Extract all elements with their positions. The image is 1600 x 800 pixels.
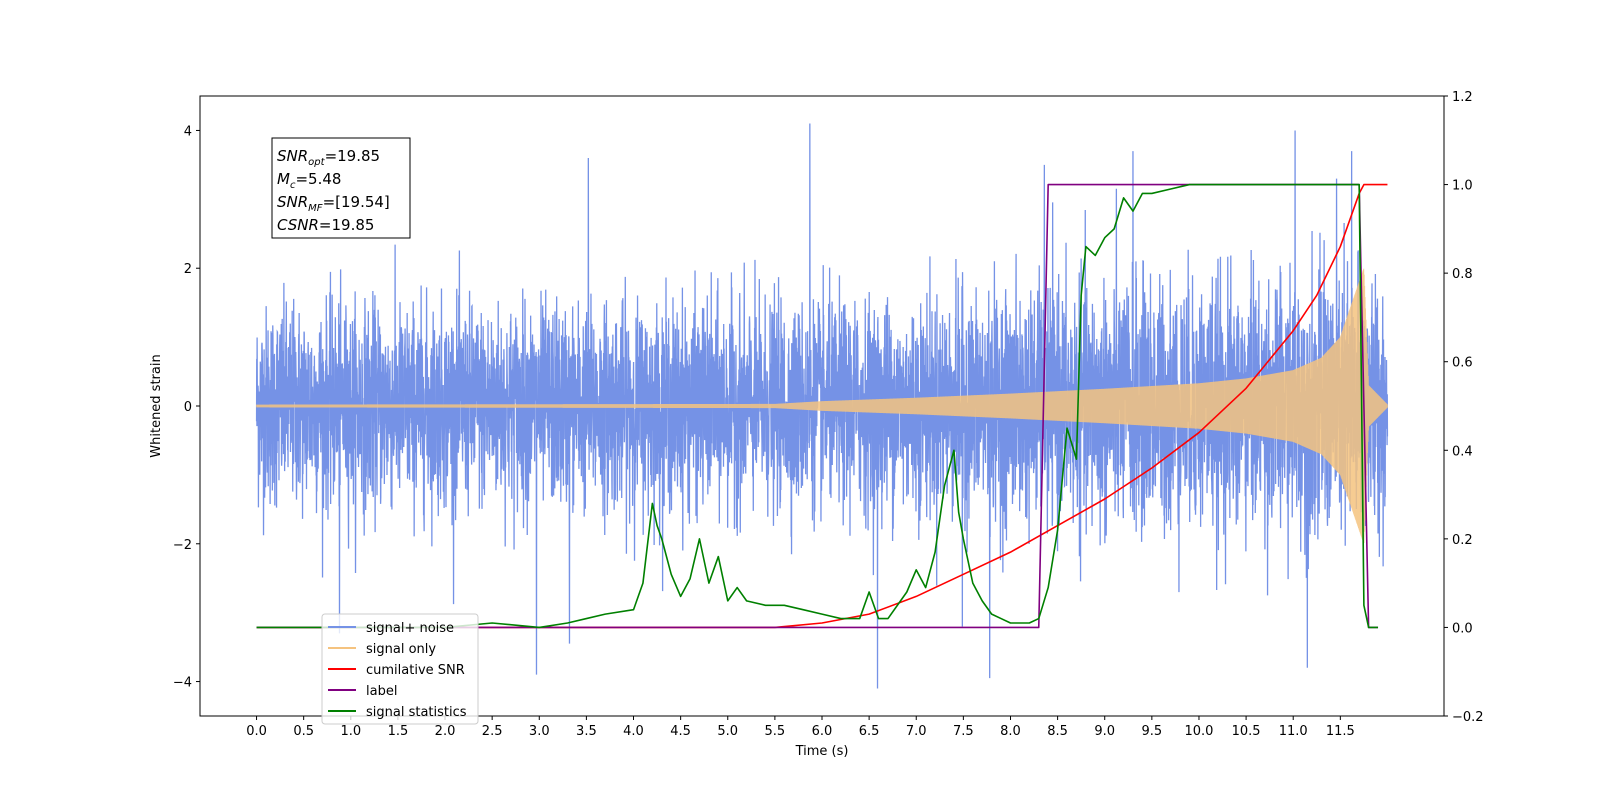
y2-tick-label: 1.0 bbox=[1452, 179, 1473, 194]
annotation-line: Mc=5.48 bbox=[277, 170, 341, 191]
x-axis-label: Time (s) bbox=[795, 744, 849, 759]
y2-tick-label: −0.2 bbox=[1452, 710, 1484, 725]
legend-label: signal only bbox=[366, 642, 436, 657]
x-tick-label: 4.0 bbox=[623, 724, 644, 739]
x-tick-label: 7.5 bbox=[953, 724, 974, 739]
annotation-box bbox=[271, 137, 411, 239]
y-tick-label: 2 bbox=[184, 262, 192, 277]
x-tick-label: 0.0 bbox=[246, 724, 267, 739]
x-tick-label: 4.5 bbox=[670, 724, 691, 739]
x-tick-label: 7.0 bbox=[906, 724, 927, 739]
y-tick-label: −2 bbox=[173, 538, 192, 553]
legend-box bbox=[321, 613, 479, 725]
x-tick-label: 11.0 bbox=[1279, 724, 1308, 739]
annotation-line: SNRopt=19.85 bbox=[277, 147, 380, 168]
x-tick-label: 10.5 bbox=[1232, 724, 1261, 739]
y-tick-label: 4 bbox=[184, 124, 192, 139]
x-tick-label: 2.0 bbox=[435, 724, 456, 739]
series-signal-statistics bbox=[256, 183, 1379, 629]
x-tick-label: 3.5 bbox=[576, 724, 597, 739]
series-signal-only bbox=[256, 268, 1388, 543]
legend-label: cumilative SNR bbox=[366, 663, 465, 678]
x-tick-label: 6.5 bbox=[859, 724, 880, 739]
x-tick-label: 3.0 bbox=[529, 724, 550, 739]
x-tick-label: 8.5 bbox=[1047, 724, 1068, 739]
x-tick-label: 1.5 bbox=[388, 724, 409, 739]
x-tick-label: 9.0 bbox=[1094, 724, 1115, 739]
x-tick-label: 6.0 bbox=[812, 724, 833, 739]
y2-tick-label: 1.2 bbox=[1452, 90, 1473, 105]
x-tick-label: 11.5 bbox=[1326, 724, 1355, 739]
legend-label: signal+ noise bbox=[366, 621, 454, 636]
x-tick-label: 8.0 bbox=[1000, 724, 1021, 739]
x-tick-label: 5.5 bbox=[765, 724, 786, 739]
y2-tick-label: 0.0 bbox=[1452, 621, 1473, 636]
x-tick-label: 0.5 bbox=[293, 724, 314, 739]
y-tick-label: −4 bbox=[173, 676, 192, 691]
y-tick-label: 0 bbox=[184, 400, 192, 415]
y2-tick-label: 0.4 bbox=[1452, 444, 1473, 459]
series-cumilative-snr bbox=[256, 183, 1388, 629]
x-tick-label: 2.5 bbox=[482, 724, 503, 739]
legend-label: label bbox=[366, 684, 397, 699]
annotation-line: CSNR=19.85 bbox=[277, 216, 374, 234]
y2-tick-label: 0.2 bbox=[1452, 533, 1473, 548]
y2-tick-label: 0.8 bbox=[1452, 267, 1473, 282]
y2-tick-label: 0.6 bbox=[1452, 356, 1473, 371]
annotation-line: SNRMF=[19.54] bbox=[277, 193, 390, 214]
x-tick-label: 9.5 bbox=[1142, 724, 1163, 739]
x-tick-label: 10.0 bbox=[1184, 724, 1213, 739]
y-axis-label: Whitened strain bbox=[149, 354, 164, 457]
x-tick-label: 1.0 bbox=[340, 724, 361, 739]
x-tick-label: 5.0 bbox=[717, 724, 738, 739]
legend-label: signal statistics bbox=[366, 705, 467, 720]
